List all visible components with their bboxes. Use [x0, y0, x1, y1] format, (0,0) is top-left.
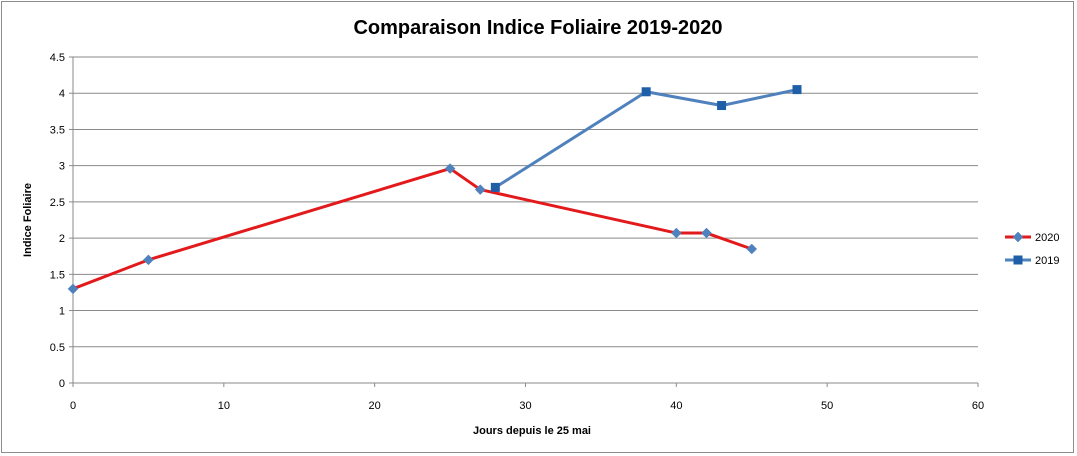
legend-label: 2020 [1035, 232, 1059, 244]
chart-title: Comparaison Indice Foliaire 2019-2020 [353, 17, 722, 39]
data-point [701, 227, 712, 239]
y-tick-label: 1.5 [50, 269, 65, 281]
x-tick-label: 40 [670, 400, 682, 412]
axes [69, 56, 979, 387]
x-tick-label: 30 [519, 400, 531, 412]
y-tick-labels: 0 0.5 1 1.5 2 2.5 3 3.5 4 4.5 [50, 52, 65, 390]
x-tick-label: 20 [369, 400, 381, 412]
data-point [143, 254, 154, 266]
data-point [717, 101, 727, 111]
series-group [67, 85, 802, 295]
y-tick-label: 4.5 [50, 52, 65, 64]
y-tick-label: 0.5 [50, 342, 65, 354]
data-point [792, 85, 802, 95]
y-tick-label: 2.5 [50, 197, 65, 209]
y-tick-label: 2 [59, 233, 65, 245]
legend-item-2020: 2020 [1005, 231, 1059, 244]
y-tick-label: 4 [59, 88, 65, 100]
legend-item-2019: 2019 [1005, 255, 1059, 267]
series-2020 [67, 163, 758, 295]
legend-marker [1013, 255, 1023, 265]
y-tick-label: 3.5 [50, 124, 65, 136]
x-axis-title: Jours depuis le 25 mai [473, 425, 591, 437]
series-line-2019 [494, 88, 798, 189]
data-point [746, 243, 758, 255]
y-tick-label: 1 [59, 306, 65, 318]
y-axis-title: Indice Foliaire [22, 183, 34, 257]
x-tick-label: 0 [70, 400, 76, 412]
y-tick-label: 3 [59, 161, 65, 173]
data-point [670, 227, 682, 239]
series-line-2020 [72, 167, 753, 291]
x-tick-label: 10 [218, 400, 230, 412]
data-point [490, 182, 500, 192]
x-tick-label: 50 [821, 400, 833, 412]
y-tick-label: 0 [59, 378, 65, 390]
gridlines [73, 56, 978, 348]
legend: 2020 2019 [1005, 231, 1059, 267]
series-2019 [490, 85, 802, 192]
data-point [444, 163, 456, 174]
data-point [67, 283, 79, 295]
data-point [641, 87, 651, 97]
legend-label: 2019 [1035, 255, 1059, 267]
x-tick-labels: 0 10 20 30 40 50 60 [70, 400, 984, 412]
data-point [474, 184, 486, 195]
x-tick-label: 60 [972, 400, 984, 412]
legend-marker [1012, 231, 1024, 243]
